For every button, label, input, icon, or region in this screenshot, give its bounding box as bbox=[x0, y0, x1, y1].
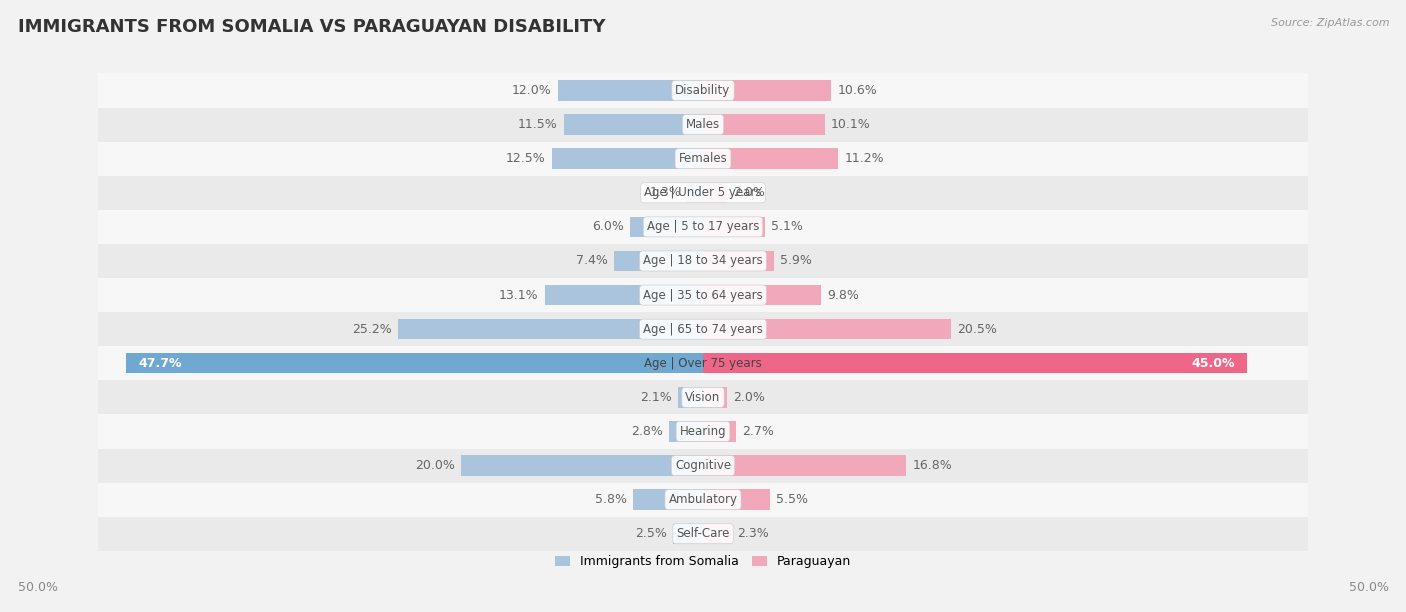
Text: 50.0%: 50.0% bbox=[1350, 581, 1389, 594]
Text: Self-Care: Self-Care bbox=[676, 528, 730, 540]
Bar bbox=[703, 455, 905, 476]
Bar bbox=[98, 380, 1308, 414]
Bar bbox=[461, 455, 703, 476]
Bar bbox=[98, 176, 1308, 210]
Legend: Immigrants from Somalia, Paraguayan: Immigrants from Somalia, Paraguayan bbox=[550, 550, 856, 573]
Bar bbox=[98, 449, 1308, 483]
Text: 1.3%: 1.3% bbox=[650, 186, 682, 200]
Text: 16.8%: 16.8% bbox=[912, 459, 952, 472]
Text: Age | 18 to 34 years: Age | 18 to 34 years bbox=[643, 255, 763, 267]
Bar bbox=[98, 517, 1308, 551]
Bar bbox=[398, 319, 703, 340]
Bar bbox=[98, 210, 1308, 244]
Text: 5.1%: 5.1% bbox=[770, 220, 803, 233]
Text: Age | 65 to 74 years: Age | 65 to 74 years bbox=[643, 323, 763, 335]
Text: IMMIGRANTS FROM SOMALIA VS PARAGUAYAN DISABILITY: IMMIGRANTS FROM SOMALIA VS PARAGUAYAN DI… bbox=[18, 18, 606, 36]
Bar bbox=[669, 421, 703, 442]
Text: 12.0%: 12.0% bbox=[512, 84, 551, 97]
Text: Age | 5 to 17 years: Age | 5 to 17 years bbox=[647, 220, 759, 233]
Text: 7.4%: 7.4% bbox=[575, 255, 607, 267]
Text: 2.3%: 2.3% bbox=[737, 528, 769, 540]
Bar bbox=[703, 353, 1247, 373]
Text: 2.7%: 2.7% bbox=[742, 425, 773, 438]
Text: Age | Over 75 years: Age | Over 75 years bbox=[644, 357, 762, 370]
Text: 5.5%: 5.5% bbox=[776, 493, 807, 506]
Text: 47.7%: 47.7% bbox=[138, 357, 181, 370]
Text: 20.5%: 20.5% bbox=[957, 323, 997, 335]
Text: 2.0%: 2.0% bbox=[734, 186, 765, 200]
Text: 6.0%: 6.0% bbox=[592, 220, 624, 233]
Text: 5.8%: 5.8% bbox=[595, 493, 627, 506]
Text: Males: Males bbox=[686, 118, 720, 131]
Text: 20.0%: 20.0% bbox=[415, 459, 456, 472]
Text: 25.2%: 25.2% bbox=[353, 323, 392, 335]
Text: Age | 35 to 64 years: Age | 35 to 64 years bbox=[643, 289, 763, 302]
Text: 10.1%: 10.1% bbox=[831, 118, 870, 131]
Bar bbox=[98, 346, 1308, 380]
Bar bbox=[613, 251, 703, 271]
Bar bbox=[98, 244, 1308, 278]
Bar bbox=[98, 108, 1308, 141]
Bar bbox=[630, 217, 703, 237]
Bar bbox=[672, 523, 703, 544]
Text: 12.5%: 12.5% bbox=[506, 152, 546, 165]
Text: 11.2%: 11.2% bbox=[845, 152, 884, 165]
Text: Females: Females bbox=[679, 152, 727, 165]
Bar bbox=[558, 80, 703, 101]
Bar bbox=[98, 414, 1308, 449]
Bar bbox=[544, 285, 703, 305]
Bar bbox=[703, 490, 769, 510]
Text: 10.6%: 10.6% bbox=[837, 84, 877, 97]
Bar bbox=[127, 353, 703, 373]
Bar bbox=[703, 217, 765, 237]
Bar bbox=[703, 80, 831, 101]
Text: 45.0%: 45.0% bbox=[1191, 357, 1234, 370]
Text: Age | Under 5 years: Age | Under 5 years bbox=[644, 186, 762, 200]
Text: 13.1%: 13.1% bbox=[499, 289, 538, 302]
Text: 11.5%: 11.5% bbox=[519, 118, 558, 131]
Bar bbox=[551, 149, 703, 169]
Bar bbox=[98, 141, 1308, 176]
Bar bbox=[703, 251, 775, 271]
Bar bbox=[703, 182, 727, 203]
Bar bbox=[688, 182, 703, 203]
Bar bbox=[98, 278, 1308, 312]
Text: 2.0%: 2.0% bbox=[734, 391, 765, 404]
Bar bbox=[703, 319, 950, 340]
Bar bbox=[98, 483, 1308, 517]
Bar bbox=[703, 523, 731, 544]
Text: 2.8%: 2.8% bbox=[631, 425, 664, 438]
Text: Vision: Vision bbox=[685, 391, 721, 404]
Bar bbox=[703, 149, 838, 169]
Bar bbox=[703, 285, 821, 305]
Bar bbox=[703, 421, 735, 442]
Text: Hearing: Hearing bbox=[679, 425, 727, 438]
Bar bbox=[633, 490, 703, 510]
Text: 9.8%: 9.8% bbox=[828, 289, 859, 302]
Text: Cognitive: Cognitive bbox=[675, 459, 731, 472]
Bar bbox=[703, 387, 727, 408]
Bar bbox=[678, 387, 703, 408]
Text: 2.5%: 2.5% bbox=[636, 528, 666, 540]
Text: Disability: Disability bbox=[675, 84, 731, 97]
Text: 2.1%: 2.1% bbox=[640, 391, 672, 404]
Text: 5.9%: 5.9% bbox=[780, 255, 813, 267]
Text: 50.0%: 50.0% bbox=[18, 581, 58, 594]
Bar bbox=[98, 73, 1308, 108]
Bar bbox=[564, 114, 703, 135]
Text: Ambulatory: Ambulatory bbox=[668, 493, 738, 506]
Text: Source: ZipAtlas.com: Source: ZipAtlas.com bbox=[1271, 18, 1389, 28]
Bar bbox=[703, 114, 825, 135]
Bar bbox=[98, 312, 1308, 346]
